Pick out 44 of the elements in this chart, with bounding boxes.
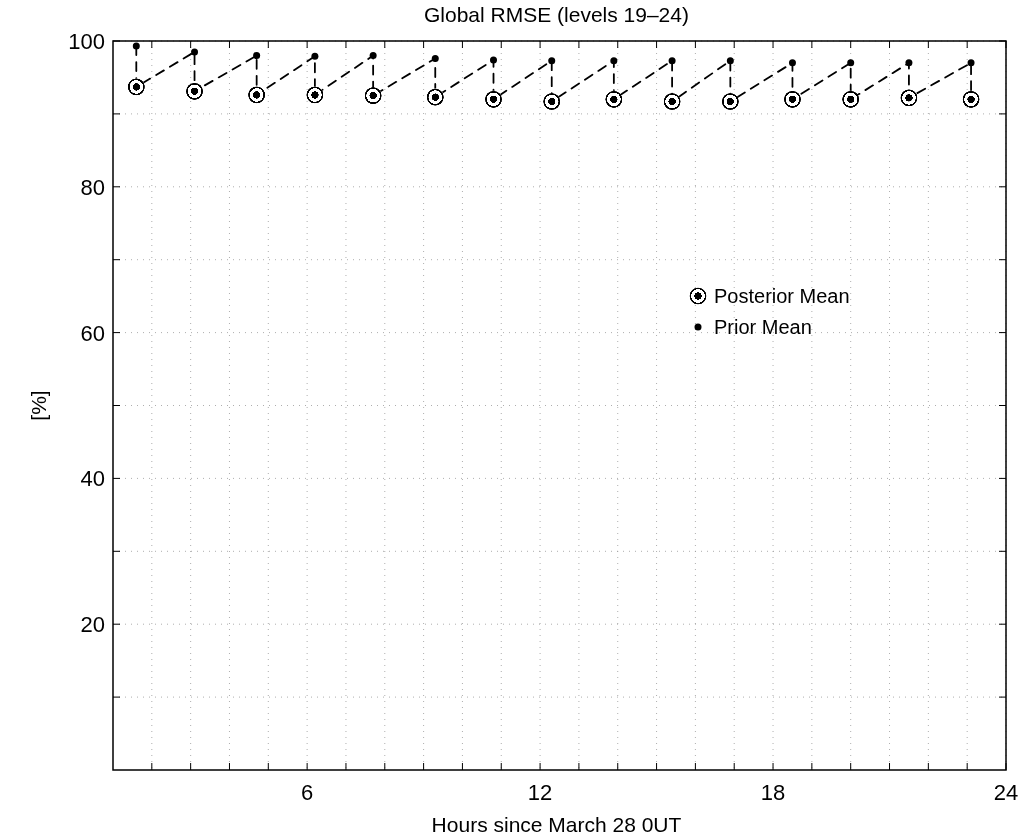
point — [311, 52, 319, 60]
x-axis-title: Hours since March 28 0UT — [431, 813, 682, 836]
point — [364, 87, 382, 105]
x-tick-label: 6 — [301, 780, 314, 805]
point — [847, 59, 855, 67]
legend-label: Posterior Mean — [714, 285, 850, 307]
point — [185, 82, 204, 100]
point — [132, 42, 140, 50]
legend-label: Prior Mean — [714, 316, 812, 338]
y-axis-title: [%] — [27, 390, 50, 421]
point — [426, 88, 444, 106]
point — [842, 90, 860, 108]
point — [548, 57, 556, 65]
point — [127, 78, 145, 96]
point — [900, 89, 918, 107]
point — [788, 59, 796, 67]
point — [783, 90, 802, 108]
point — [248, 86, 266, 104]
point — [306, 86, 324, 104]
point — [663, 92, 681, 111]
point — [253, 52, 261, 60]
point — [967, 59, 975, 67]
y-tick-label: 20 — [80, 612, 105, 638]
point — [726, 57, 734, 65]
y-tick-label: 40 — [80, 466, 105, 492]
point — [721, 92, 739, 111]
x-tick-label: 12 — [527, 780, 553, 805]
point — [191, 48, 199, 56]
point — [484, 90, 503, 108]
point — [431, 55, 439, 62]
point — [490, 56, 497, 64]
point — [905, 59, 913, 67]
point — [543, 92, 561, 111]
chart-title: Global RMSE (levels 19–24) — [424, 3, 689, 26]
x-tick-label: 24 — [993, 780, 1019, 805]
y-tick-label: 60 — [80, 320, 105, 346]
y-tick-label: 100 — [68, 29, 105, 54]
point — [668, 57, 676, 65]
point — [610, 57, 618, 65]
point — [962, 90, 980, 108]
point — [605, 90, 623, 108]
point — [369, 52, 377, 60]
x-tick-label: 18 — [760, 780, 786, 805]
y-tick-label: 80 — [80, 174, 105, 200]
